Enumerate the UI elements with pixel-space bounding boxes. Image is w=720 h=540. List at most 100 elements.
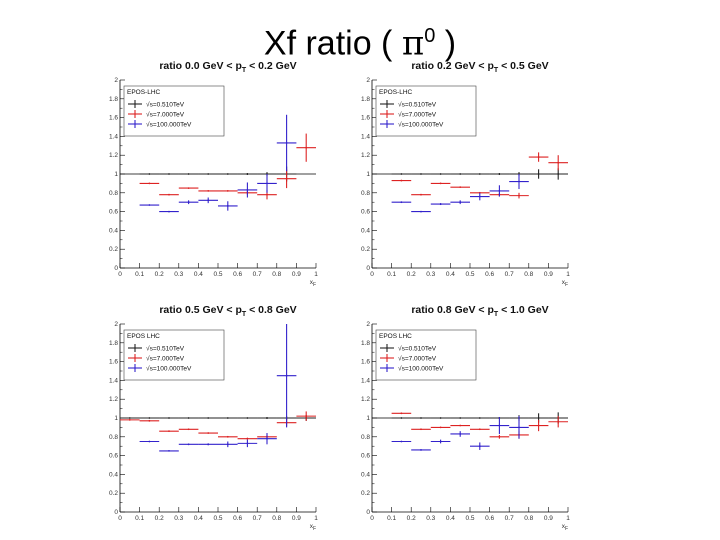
x-tick-label: 0.3 [426, 271, 435, 278]
data-point-black [548, 168, 568, 180]
legend-entry-red: √s=7.000TeV [146, 355, 185, 363]
point-marker [305, 415, 308, 418]
legend-header: EPOS LHC [127, 333, 160, 340]
point-marker [478, 445, 481, 448]
data-point-black [198, 173, 218, 175]
x-tick-label: 0.6 [233, 515, 242, 522]
point-marker [420, 417, 422, 419]
x-tick-label: 0.2 [407, 515, 416, 522]
data-point-blue [198, 443, 218, 446]
point-marker [266, 437, 268, 440]
x-tick-label: 0.5 [213, 271, 222, 278]
data-point-red [391, 179, 412, 182]
chart-title: ratio 0.5 GeV < pT < 0.8 GeV [159, 304, 296, 318]
point-marker [459, 173, 462, 175]
data-point-black [411, 417, 431, 419]
data-point-black [450, 173, 470, 175]
x-tick-label: 0 [370, 271, 374, 278]
x-tick-label: 0 [118, 271, 122, 278]
point-marker [285, 177, 288, 180]
y-tick-label: 1.4 [109, 377, 118, 384]
point-marker [266, 193, 268, 196]
y-tick-label: 1.6 [361, 115, 370, 122]
point-marker [400, 417, 403, 419]
point-marker [420, 193, 422, 196]
data-point-black [257, 417, 277, 419]
x-tick-label: 0.3 [426, 515, 435, 522]
point-marker [439, 417, 442, 419]
legend-entry-blue: √s=100.000TeV [146, 121, 192, 129]
data-point-red [489, 434, 510, 439]
data-point-blue [237, 182, 258, 198]
point-marker [148, 182, 151, 185]
data-point-blue [450, 200, 470, 205]
legend-box [375, 85, 477, 137]
y-tick-label: 1.6 [109, 359, 118, 366]
chart-panel-0-0-0p2: ratio 0.0 GeV < pT < 0.2 GeV 0 0.2 0.4 0.6 0.… [109, 60, 318, 288]
point-marker [226, 417, 229, 419]
data-point-red [198, 190, 218, 192]
point-marker [498, 190, 501, 192]
data-point-black [218, 417, 238, 419]
point-marker [148, 419, 151, 422]
y-tick-label: 0.8 [361, 434, 370, 441]
data-point-blue [276, 324, 297, 428]
data-point-red [178, 187, 199, 190]
point-marker [226, 435, 229, 438]
point-marker [518, 426, 520, 429]
data-point-red [296, 411, 316, 421]
data-point-blue [470, 442, 490, 450]
legend: EPOS-LHC √s=0.510TeV √s=7.000TeV √s=100.000… [123, 85, 225, 137]
data-point-blue [391, 201, 412, 204]
data-point-red [509, 192, 529, 199]
data-point-blue [159, 210, 179, 213]
point-marker [439, 440, 442, 443]
data-point-red [139, 419, 160, 422]
point-marker [400, 440, 403, 443]
x-axis-label: xF [310, 279, 316, 288]
y-tick-label: 0.2 [361, 490, 370, 497]
legend-entry-red: √s=7.000TeV [398, 355, 437, 363]
x-tick-label: 0.2 [155, 271, 164, 278]
point-marker [246, 417, 249, 419]
point-marker [187, 417, 190, 419]
legend: EPOS-LHC √s=0.510TeV √s=7.000TeV √s=100.000… [375, 85, 477, 137]
legend-box [123, 85, 225, 137]
data-point-red [120, 418, 140, 421]
y-tick-label: 1.4 [361, 377, 370, 384]
point-marker [420, 449, 422, 451]
legend-entry-black: √s=0.510TeV [398, 345, 437, 353]
y-tick-label: 0 [366, 265, 370, 272]
point-marker [400, 412, 403, 415]
data-point-blue [178, 200, 199, 205]
legend-entry-blue: √s=100.000TeV [398, 365, 444, 373]
point-marker [478, 428, 481, 431]
chart-panel-0p5-0p8: ratio 0.5 GeV < pT < 0.8 GeV 0 0.2 0.4 0.6 0.… [109, 304, 318, 532]
x-tick-label: 1 [566, 271, 570, 278]
x-tick-label: 0.7 [253, 271, 262, 278]
y-tick-label: 0.8 [361, 190, 370, 197]
chart-panel-0p8-1p0: ratio 0.8 GeV < pT < 1.0 GeV 0 0.2 0.4 0.6 0.… [361, 304, 570, 532]
data-point-blue [411, 449, 431, 451]
data-point-red [159, 193, 179, 196]
y-tick-label: 1.8 [361, 96, 370, 103]
data-point-red [528, 152, 549, 162]
point-marker [518, 180, 520, 183]
x-tick-label: 0.4 [194, 515, 203, 522]
data-point-black [237, 417, 258, 419]
point-marker [187, 173, 190, 175]
data-point-red [450, 186, 470, 189]
legend-entry-blue: √s=100.000TeV [398, 121, 444, 129]
point-marker [537, 156, 540, 158]
data-point-blue [198, 197, 218, 204]
y-tick-label: 0.4 [109, 471, 118, 478]
y-tick-label: 2 [366, 321, 370, 328]
data-point-blue [489, 417, 510, 434]
x-tick-label: 0.6 [485, 515, 494, 522]
data-point-blue [257, 174, 277, 193]
x-tick-label: 0.1 [387, 271, 396, 278]
x-tick-label: 0.8 [524, 515, 533, 522]
data-point-blue [139, 440, 160, 443]
x-tick-label: 1 [314, 271, 318, 278]
y-tick-label: 1 [366, 415, 370, 422]
